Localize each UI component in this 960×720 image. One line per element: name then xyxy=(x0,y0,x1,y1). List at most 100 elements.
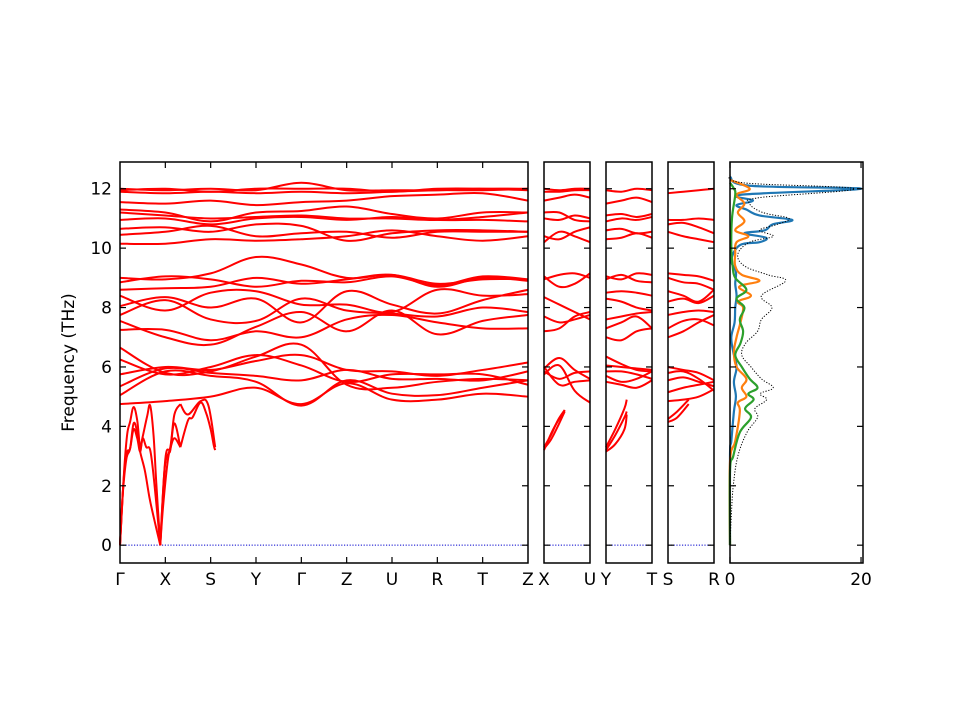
x-tick-label: X xyxy=(160,570,172,590)
band-line xyxy=(667,388,715,403)
band-line xyxy=(119,342,529,391)
y-tick-label: 2 xyxy=(101,477,112,497)
band-line xyxy=(667,365,715,382)
band-line xyxy=(543,193,591,202)
band-line xyxy=(667,217,715,222)
band-line xyxy=(119,354,529,386)
band-line xyxy=(543,296,591,321)
band-line xyxy=(667,288,715,303)
dos-panel-frame xyxy=(729,161,864,564)
band-line xyxy=(605,311,653,321)
band-line xyxy=(605,355,653,373)
dos-curve xyxy=(728,173,855,546)
band-line xyxy=(119,222,529,242)
band-line xyxy=(605,297,653,312)
dos-x-tick-label: 0 xyxy=(725,570,736,590)
band-line xyxy=(605,327,653,342)
dos-curve xyxy=(728,182,759,546)
band-line xyxy=(543,189,591,193)
dos-x-tick-label: 20 xyxy=(850,570,872,590)
dos-curve xyxy=(728,175,863,546)
band-panel-3 xyxy=(605,187,653,546)
band-line xyxy=(667,318,715,330)
band-line xyxy=(667,314,715,339)
band-line xyxy=(667,309,715,316)
x-tick-label: Z xyxy=(522,570,534,590)
acoustic-branch xyxy=(119,421,162,546)
band-line xyxy=(119,215,529,226)
band-line xyxy=(119,255,529,285)
band-line xyxy=(119,181,529,192)
dos-curve xyxy=(728,178,761,546)
band-line xyxy=(119,205,529,223)
band-line xyxy=(543,272,591,289)
band-line xyxy=(119,313,529,342)
x-tick-label: Γ xyxy=(115,570,125,590)
x-tick-label: U xyxy=(584,570,596,590)
band-panel-2 xyxy=(543,187,591,546)
acoustic-branch xyxy=(667,403,690,423)
y-tick-label: 12 xyxy=(90,180,112,200)
acoustic-branch xyxy=(543,409,566,451)
y-tick-label: 8 xyxy=(101,299,112,319)
band-panel-4-frame xyxy=(667,161,715,564)
x-tick-label: Z xyxy=(341,570,353,590)
band-line xyxy=(543,214,591,222)
acoustic-branch xyxy=(179,401,217,451)
band-line xyxy=(667,230,715,244)
band-line xyxy=(667,276,715,291)
band-line xyxy=(667,294,715,305)
band-line xyxy=(605,196,653,205)
band-line xyxy=(119,191,529,207)
band-panel-1 xyxy=(119,181,529,546)
x-tick-label: Y xyxy=(250,570,262,590)
band-line xyxy=(605,215,653,223)
acoustic-branch xyxy=(605,399,628,448)
band-line xyxy=(667,370,715,392)
x-tick-label: S xyxy=(663,570,674,590)
band-line xyxy=(543,366,591,387)
x-tick-label: T xyxy=(646,570,658,590)
x-tick-label: T xyxy=(476,570,488,590)
band-line xyxy=(543,210,591,223)
band-line xyxy=(119,309,529,347)
y-tick-label: 0 xyxy=(101,536,112,556)
x-tick-label: S xyxy=(205,570,216,590)
y-tick-label: 6 xyxy=(101,358,112,378)
band-line xyxy=(119,229,529,246)
x-tick-label: Y xyxy=(600,570,612,590)
band-line xyxy=(605,212,653,218)
band-panel-4 xyxy=(667,187,715,546)
band-line xyxy=(605,315,653,330)
band-line xyxy=(543,357,591,380)
band-line xyxy=(667,187,715,195)
acoustic-branch xyxy=(605,411,628,451)
acoustic-branch xyxy=(159,403,182,546)
band-line xyxy=(543,230,591,244)
band-line xyxy=(543,272,591,281)
x-tick-label: Γ xyxy=(297,570,307,590)
acoustic-branch xyxy=(605,414,628,453)
band-line xyxy=(543,226,591,241)
band-panel-1-frame xyxy=(119,161,529,564)
band-line xyxy=(667,221,715,235)
band-panel-2-frame xyxy=(543,161,591,564)
y-axis-title: Frequency (THz) xyxy=(59,293,79,432)
band-line xyxy=(119,288,529,314)
dos-panel xyxy=(728,173,863,546)
band-line xyxy=(605,232,653,241)
band-line xyxy=(667,272,715,282)
band-line xyxy=(605,272,653,281)
y-tick-label: 10 xyxy=(90,239,112,259)
acoustic-branch xyxy=(667,398,690,420)
y-tick-label: 4 xyxy=(101,417,112,437)
band-panel-3-frame xyxy=(605,161,653,564)
band-line xyxy=(605,227,653,235)
band-line xyxy=(605,370,653,380)
band-line xyxy=(543,187,591,192)
acoustic-branch xyxy=(179,398,217,448)
x-tick-label: R xyxy=(708,570,720,590)
x-tick-label: R xyxy=(431,570,443,590)
x-tick-label: U xyxy=(386,570,398,590)
